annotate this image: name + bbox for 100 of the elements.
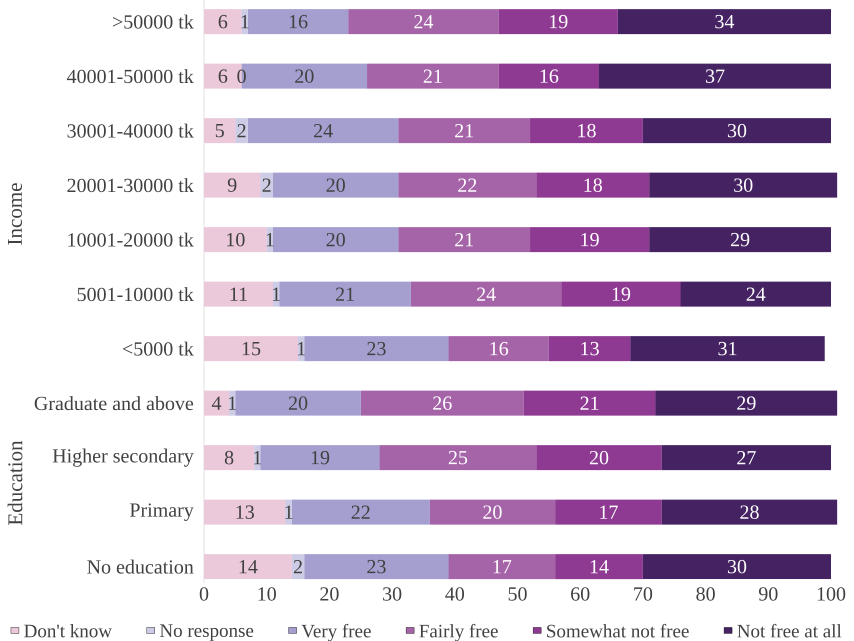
data-label: 14 [240,560,258,574]
bar [498,9,618,34]
y-tick-label: No education [87,560,194,574]
data-label: 16 [540,69,558,83]
bar [204,118,236,144]
bar [662,500,838,525]
data-label: 8 [224,450,234,464]
annotation: 0 [237,70,246,84]
data-label: 21 [455,124,474,138]
data-label: 34 [715,14,734,28]
data-label: 11 [230,288,247,301]
data-label: 2 [294,560,302,574]
data-label: 13 [581,342,599,356]
data-label: 1 [266,233,274,246]
data-label: 4 [212,396,222,410]
bar [248,9,348,34]
bar [498,64,600,89]
bar [599,64,832,89]
bar [260,445,380,470]
data-label: 5 [216,124,224,138]
data-label: 30 [728,560,746,574]
bar [430,500,556,525]
data-label: 24 [477,288,496,301]
y-tick-label: Graduate and above [34,396,194,410]
y-tick-label: Higher secondary [52,448,194,467]
data-label: 23 [367,560,386,574]
data-label: 20 [483,505,502,519]
legend-label: Not free at all [737,624,842,638]
bar [655,390,838,416]
bar [649,227,832,252]
bar [204,227,267,252]
data-label: 6 [218,69,228,83]
data-label: 16 [490,342,508,356]
data-label: 9 [228,178,236,192]
bar [204,172,260,198]
bar [360,390,524,416]
bar [555,554,643,580]
y-tick-label: >50000 tk [112,14,194,29]
x-tick-label: 40 [445,587,464,601]
y-tick-label: <5000 tk [122,342,194,356]
bar [292,500,430,525]
x-tick-label: 80 [696,587,715,601]
bar [204,554,292,580]
data-label: 16 [290,14,308,28]
bar [204,445,254,470]
data-label: 1 [298,342,305,356]
bar [448,336,549,362]
bar [367,64,499,89]
bar [662,445,832,470]
data-label: 2 [238,124,246,138]
data-label: 22 [352,506,370,519]
bar [548,336,630,362]
bar [204,500,286,525]
data-label: 10 [227,232,245,246]
data-label: 20 [590,450,608,464]
x-tick-label: 50 [508,587,527,601]
legend-label: Somewhat not free [547,624,689,638]
legend-label: Don't know [24,624,112,638]
text: Education [8,440,22,525]
data-label: 21 [336,288,354,301]
legend-label: Very free [302,624,371,641]
bar [398,118,530,144]
data-label: 1 [254,451,262,464]
data-label: 28 [740,505,759,519]
bar [680,282,832,307]
bar [235,390,361,416]
data-label: 24 [314,124,333,138]
y-tick-label: 40001-50000 tk [66,69,194,84]
x-tick-label: 100 [818,587,846,601]
data-label: 20 [295,69,314,83]
y-tick-label: 10001-20000 tk [68,232,194,247]
bar [448,554,556,580]
data-label: 31 [718,342,736,356]
data-label: 21 [580,396,598,410]
bar [618,9,832,34]
data-label: 13 [236,505,254,519]
bar [536,445,662,470]
data-label: 19 [612,287,630,301]
y-tick-label: Primary [130,503,194,521]
y-tick-label: 30001-40000 tk [68,124,194,138]
data-label: 2 [262,178,271,192]
data-label: 17 [600,506,618,519]
data-label: 29 [737,396,756,410]
y-tick-label: 20001-30000 tk [67,178,194,192]
y-tick-label: 5001-10000 tk [78,287,194,302]
bar [561,282,681,307]
data-label: 19 [581,232,599,246]
data-label: 19 [550,14,568,28]
data-label: 14 [590,560,609,574]
data-label: 6 [218,14,228,28]
text: Income [8,183,22,245]
data-label: 30 [728,124,746,138]
bar [555,500,662,525]
bar [380,445,536,470]
bar [536,172,650,198]
bar [248,118,398,144]
data-label: 1 [272,288,280,301]
data-label: 1 [228,396,236,410]
data-label: 1 [242,15,249,28]
bar [630,336,825,362]
